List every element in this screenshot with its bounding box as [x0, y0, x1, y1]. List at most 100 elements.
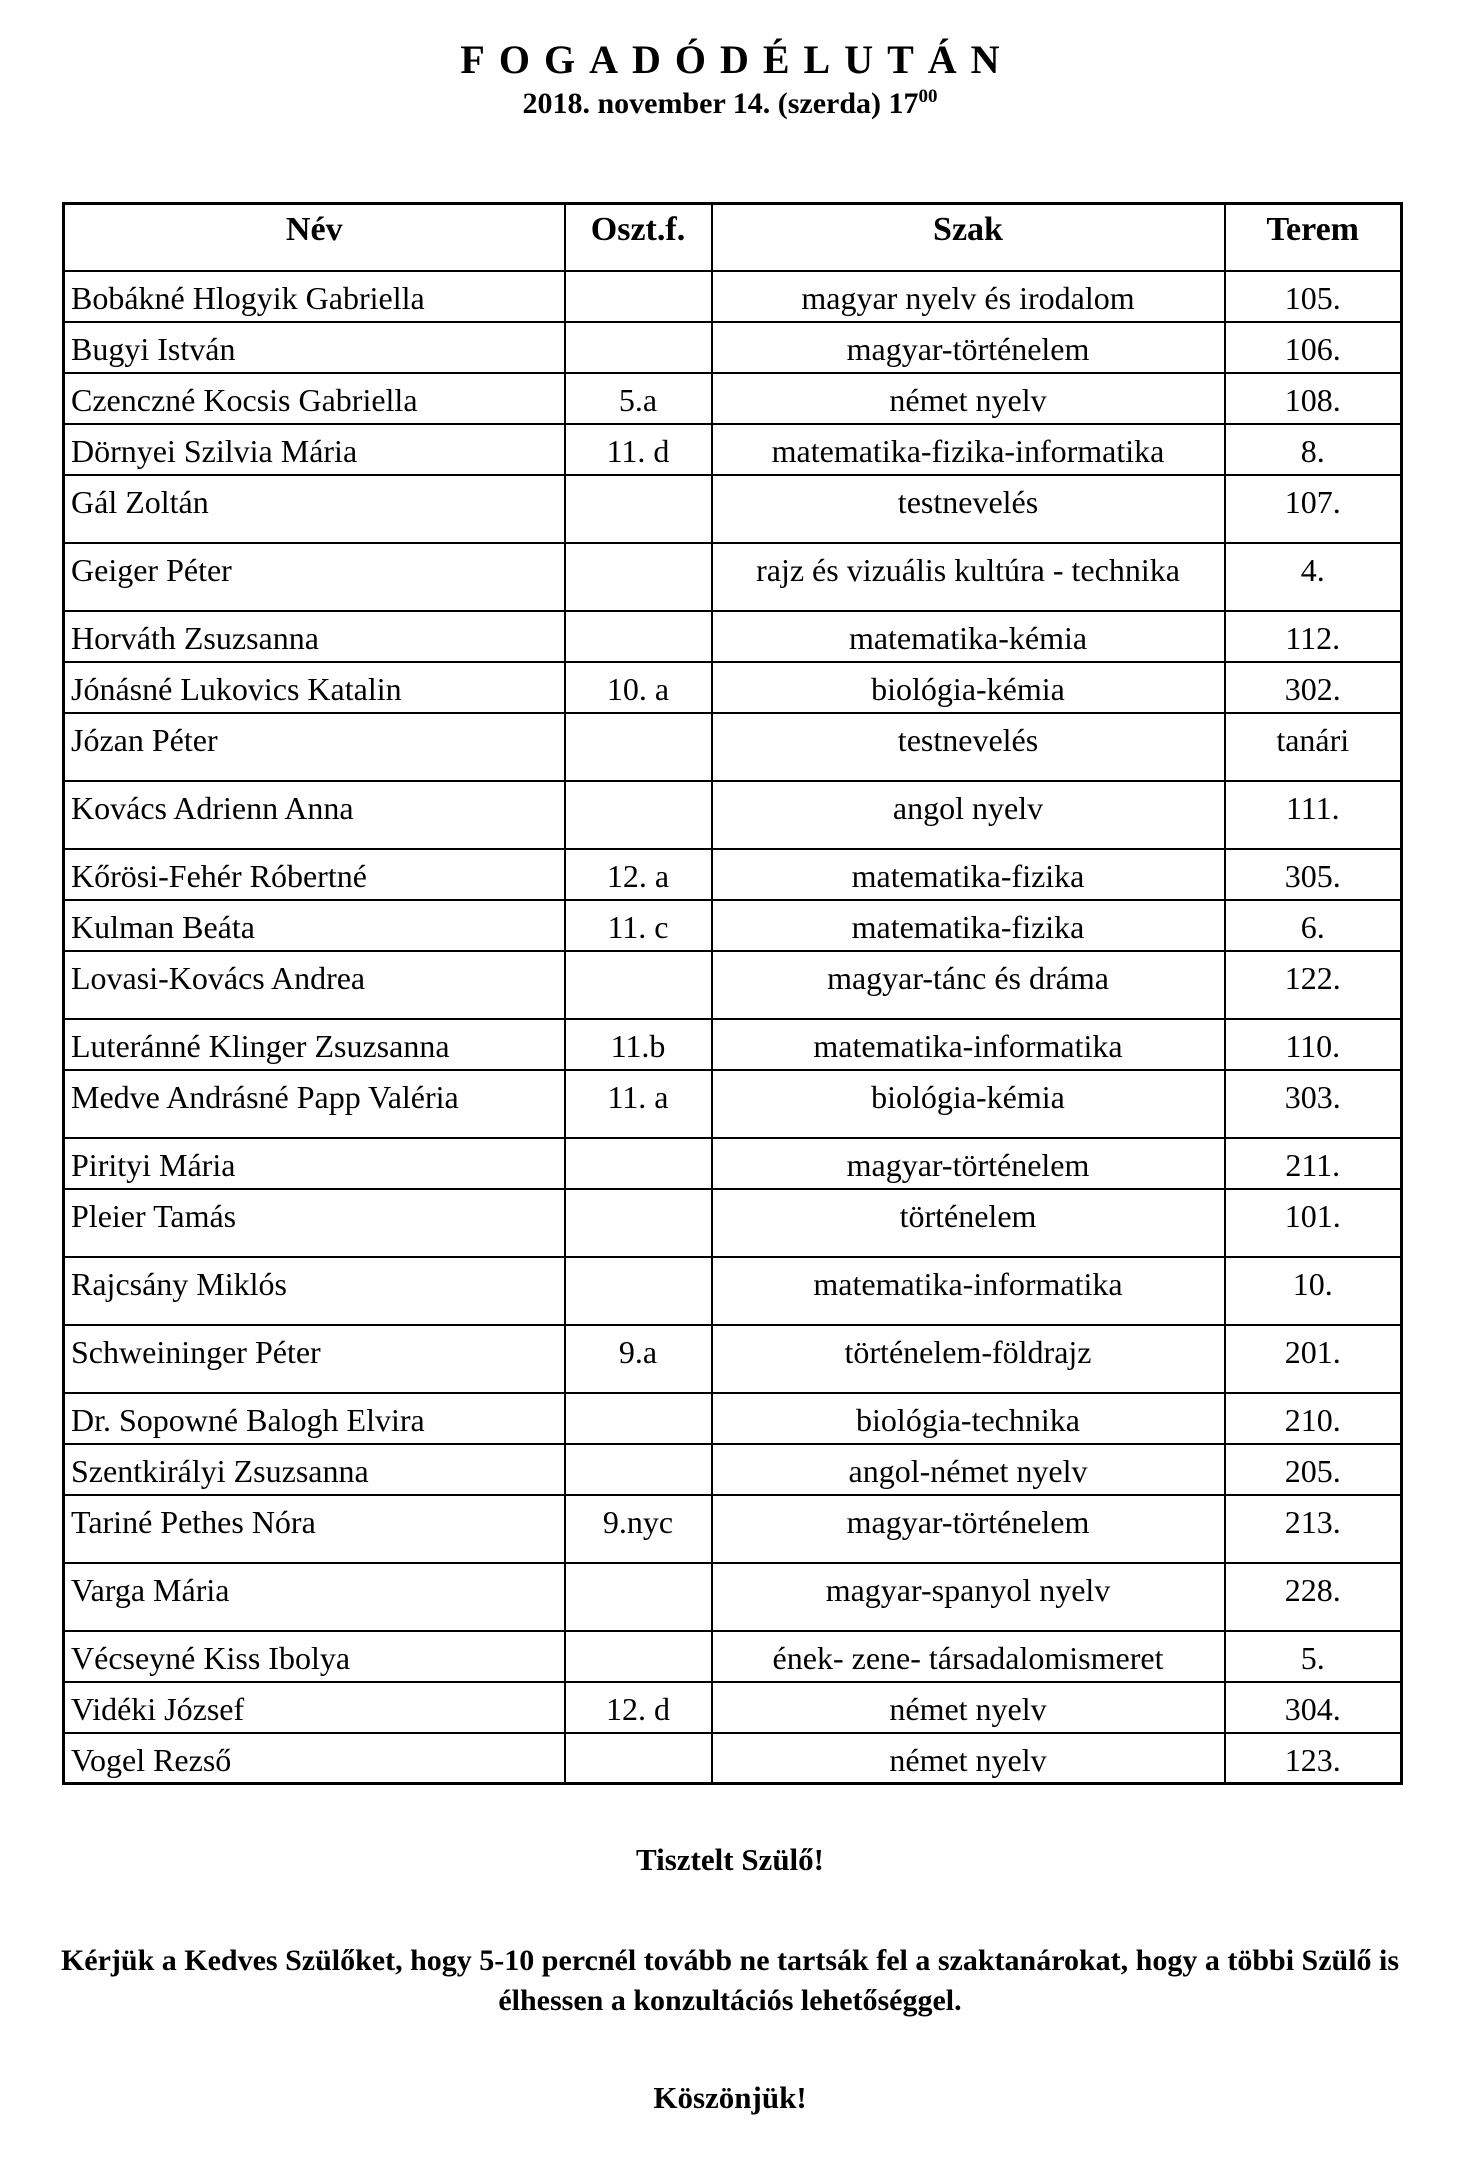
table-row: Rajcsány Miklós matematika-informatika 1… [62, 1255, 1403, 1326]
table-row: Lovasi-Kovács Andrea magyar-tánc és drám… [62, 949, 1403, 1020]
column-header-room: Terem [1223, 202, 1403, 272]
room-cell: 211. [1223, 1136, 1403, 1190]
table-row: Medve Andrásné Papp Valéria 11. a biológ… [62, 1068, 1403, 1139]
class-cell [563, 609, 713, 663]
room-cell: 6. [1223, 898, 1403, 952]
class-cell [563, 779, 713, 850]
table-row: Kovács Adrienn Anna angol nyelv 111. [62, 779, 1403, 850]
subject-cell: matematika-kémia [710, 609, 1226, 663]
class-cell [563, 320, 713, 374]
table-row: Tariné Pethes Nóra 9.nyc magyar-történel… [62, 1493, 1403, 1564]
room-cell: 5. [1223, 1629, 1403, 1683]
room-cell: 228. [1223, 1561, 1403, 1632]
name-cell: Tariné Pethes Nóra [62, 1493, 566, 1564]
subject-cell: testnevelés [710, 473, 1226, 544]
room-cell: 111. [1223, 779, 1403, 850]
header-row: Név Oszt.f. Szak Terem [62, 202, 1403, 272]
subject-cell: rajz és vizuális kultúra - technika [710, 541, 1226, 612]
class-cell [563, 1255, 713, 1326]
subject-cell: magyar nyelv és irodalom [710, 269, 1226, 323]
name-cell: Józan Péter [62, 711, 566, 782]
class-cell: 5.a [563, 371, 713, 425]
column-header-name: Név [62, 202, 566, 272]
table-header: Név Oszt.f. Szak Terem [62, 202, 1403, 272]
name-cell: Rajcsány Miklós [62, 1255, 566, 1326]
name-cell: Szentkirályi Zsuzsanna [62, 1442, 566, 1496]
table-row: Horváth Zsuzsanna matematika-kémia 112. [62, 609, 1403, 663]
room-cell: 123. [1223, 1731, 1403, 1785]
subject-cell: matematika-informatika [710, 1255, 1226, 1326]
room-cell: 8. [1223, 422, 1403, 476]
subject-cell: matematika-fizika-informatika [710, 422, 1226, 476]
table-row: Kőrösi-Fehér Róbertné 12. a matematika-f… [62, 847, 1403, 901]
time-superscript: 00 [918, 86, 938, 107]
table-row: Vidéki József 12. d német nyelv 304. [62, 1680, 1403, 1734]
subject-cell: magyar-történelem [710, 1136, 1226, 1190]
table-row: Schweininger Péter 9.a történelem-földra… [62, 1323, 1403, 1394]
table-row: Pirityi Mária magyar-történelem 211. [62, 1136, 1403, 1190]
class-cell [563, 949, 713, 1020]
class-cell [563, 1136, 713, 1190]
class-cell: 11.b [563, 1017, 713, 1071]
subject-cell: matematika-informatika [710, 1017, 1226, 1071]
subject-cell: ének- zene- társadalomismeret [710, 1629, 1226, 1683]
subject-cell: angol nyelv [710, 779, 1226, 850]
name-cell: Vogel Rezső [62, 1731, 566, 1785]
name-cell: Czenczné Kocsis Gabriella [62, 371, 566, 425]
room-cell: 305. [1223, 847, 1403, 901]
name-cell: Bugyi István [62, 320, 566, 374]
room-cell: tanári [1223, 711, 1403, 782]
table-row: Bugyi István magyar-történelem 106. [62, 320, 1403, 374]
class-cell: 10. a [563, 660, 713, 714]
name-cell: Pleier Tamás [62, 1187, 566, 1258]
subject-cell: angol-német nyelv [710, 1442, 1226, 1496]
name-cell: Geiger Péter [62, 541, 566, 612]
name-cell: Varga Mária [62, 1561, 566, 1632]
class-cell: 12. d [563, 1680, 713, 1734]
table-row: Gál Zoltán testnevelés 107. [62, 473, 1403, 544]
table-row: Vogel Rezső német nyelv 123. [62, 1731, 1403, 1785]
table-row: Dr. Sopowné Balogh Elvira biológia-techn… [62, 1391, 1403, 1445]
table-row: Kulman Beáta 11. c matematika-fizika 6. [62, 898, 1403, 952]
subject-cell: történelem [710, 1187, 1226, 1258]
subject-cell: magyar-történelem [710, 1493, 1226, 1564]
name-cell: Dörnyei Szilvia Mária [62, 422, 566, 476]
class-cell [563, 1442, 713, 1496]
name-cell: Kovács Adrienn Anna [62, 779, 566, 850]
name-cell: Lovasi-Kovács Andrea [62, 949, 566, 1020]
thanks-text: Köszönjük! [653, 2080, 807, 2115]
room-cell: 106. [1223, 320, 1403, 374]
table-row: Czenczné Kocsis Gabriella 5.a német nyel… [62, 371, 1403, 425]
table-row: Pleier Tamás történelem 101. [62, 1187, 1403, 1258]
table-row: Dörnyei Szilvia Mária 11. d matematika-f… [62, 422, 1403, 476]
class-cell [563, 1391, 713, 1445]
room-cell: 201. [1223, 1323, 1403, 1394]
class-cell [563, 1629, 713, 1683]
name-cell: Dr. Sopowné Balogh Elvira [62, 1391, 566, 1445]
class-cell: 11. a [563, 1068, 713, 1139]
class-cell: 11. c [563, 898, 713, 952]
subject-cell: magyar-tánc és dráma [710, 949, 1226, 1020]
subject-cell: magyar-spanyol nyelv [710, 1561, 1226, 1632]
room-cell: 210. [1223, 1391, 1403, 1445]
room-cell: 213. [1223, 1493, 1403, 1564]
name-cell: Kőrösi-Fehér Róbertné [62, 847, 566, 901]
name-cell: Gál Zoltán [62, 473, 566, 544]
class-cell: 9.a [563, 1323, 713, 1394]
table-row: Jónásné Lukovics Katalin 10. a biológia-… [62, 660, 1403, 714]
event-date: 2018. november 14. (szerda) 1700 [0, 86, 1460, 122]
class-cell [563, 269, 713, 323]
name-cell: Bobákné Hlogyik Gabriella [62, 269, 566, 323]
table-row: Luteránné Klinger Zsuzsanna 11.b matemat… [62, 1017, 1403, 1071]
subject-cell: történelem-földrajz [710, 1323, 1226, 1394]
name-cell: Kulman Beáta [62, 898, 566, 952]
teacher-schedule-table: Név Oszt.f. Szak Terem Bobákné Hlogyik G… [62, 202, 1403, 1785]
class-cell: 9.nyc [563, 1493, 713, 1564]
subject-cell: matematika-fizika [710, 898, 1226, 952]
name-cell: Vécseyné Kiss Ibolya [62, 1629, 566, 1683]
class-cell [563, 1731, 713, 1785]
room-cell: 205. [1223, 1442, 1403, 1496]
subject-cell: német nyelv [710, 1680, 1226, 1734]
column-header-class: Oszt.f. [563, 202, 713, 272]
